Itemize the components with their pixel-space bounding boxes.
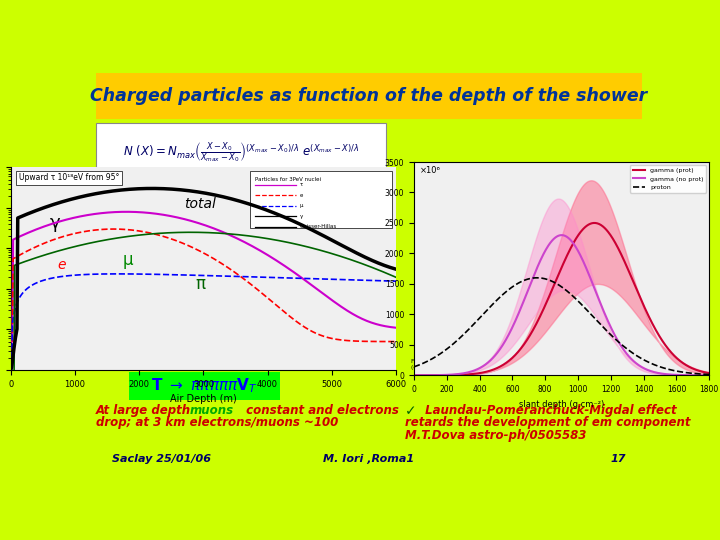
- gamma (no prot): [557, 232, 566, 238]
- proton: [551, 279, 559, 286]
- Line: proton: proton: [414, 278, 709, 374]
- gamma (no prot): [586, 275, 595, 281]
- gamma (no prot): [652, 369, 661, 376]
- Text: $N\ (X) = N_{max}\left(\frac{X - X_0}{X_{max} - X_0}\right)^{(X_{max}-X_0)/\lamb: $N\ (X) = N_{max}\left(\frac{X - X_0}{X_…: [122, 140, 359, 165]
- gamma (no prot): [410, 372, 418, 379]
- Text: Gaisser-Hillas: Gaisser-Hillas: [300, 224, 337, 230]
- Text: FIG. 8: Average longitudinal shower developments of 10¹¹ GeV proton
(dashed-dott: FIG. 8: Average longitudinal shower deve…: [411, 358, 616, 370]
- Text: e: e: [57, 258, 66, 272]
- gamma (no prot): [570, 241, 579, 248]
- gamma (prot): [585, 221, 594, 227]
- Text: total: total: [184, 197, 216, 211]
- proton: [586, 310, 595, 317]
- Text: muons: muons: [189, 404, 233, 417]
- Text: Charged particles as function of the depth of the shower: Charged particles as function of the dep…: [91, 87, 647, 105]
- proton: [552, 280, 561, 287]
- Text: Saclay 25/01/06: Saclay 25/01/06: [112, 454, 212, 464]
- gamma (prot): [652, 328, 661, 335]
- Text: Gaisser_Hillas distribution: Gaisser_Hillas distribution: [129, 180, 334, 194]
- proton: [410, 363, 418, 370]
- Text: drop; at 3 km electrons/muons ~100: drop; at 3 km electrons/muons ~100: [96, 416, 338, 429]
- gamma (prot): [570, 239, 578, 246]
- proton: [705, 371, 714, 377]
- X-axis label: Air Depth (m): Air Depth (m): [170, 394, 237, 404]
- Bar: [96, 73, 642, 119]
- Text: ✓: ✓: [405, 404, 417, 417]
- Text: γ: γ: [300, 214, 303, 219]
- Line: gamma (no prot): gamma (no prot): [414, 235, 709, 375]
- Line: gamma (prot): gamma (prot): [414, 223, 709, 375]
- Text: μ: μ: [122, 251, 133, 268]
- gamma (prot): [705, 370, 714, 376]
- gamma (no prot): [698, 372, 707, 379]
- gamma (no prot): [705, 372, 714, 379]
- Text: ×10⁶: ×10⁶: [420, 166, 441, 176]
- Legend: gamma (prot), gamma (no prot), proton: gamma (prot), gamma (no prot), proton: [630, 165, 706, 192]
- Text: constant and electrons: constant and electrons: [242, 404, 399, 417]
- Text: M.T.Dova astro-ph/0505583: M.T.Dova astro-ph/0505583: [405, 429, 587, 442]
- gamma (prot): [698, 369, 707, 375]
- gamma (prot): [550, 281, 559, 288]
- X-axis label: slant depth (g.cm⁻²): slant depth (g.cm⁻²): [519, 400, 604, 409]
- Bar: [96, 123, 386, 181]
- proton: [570, 294, 579, 301]
- proton: [533, 274, 541, 281]
- gamma (no prot): [550, 235, 559, 242]
- Text: π: π: [196, 275, 206, 293]
- Text: γ: γ: [50, 214, 60, 232]
- Text: M. Iori ,Roma1: M. Iori ,Roma1: [323, 454, 415, 464]
- Text: Particles for 3PeV nuclei: Particles for 3PeV nuclei: [256, 177, 321, 181]
- proton: [652, 362, 661, 369]
- proton: [698, 371, 707, 377]
- Text: 17: 17: [610, 454, 626, 464]
- Text: τ: τ: [300, 182, 303, 187]
- Text: Laundau-Pomeranchuck-Migdal effect: Laundau-Pomeranchuck-Migdal effect: [421, 404, 677, 417]
- Text: μ: μ: [300, 203, 303, 208]
- Bar: [129, 373, 280, 400]
- Text: e: e: [300, 193, 303, 198]
- Text: At large depth: At large depth: [96, 404, 195, 417]
- gamma (prot): [552, 277, 560, 284]
- gamma (prot): [590, 220, 599, 226]
- Text: T $\rightarrow$ $\pi\pi\pi\pi\pi$V$_T$: T $\rightarrow$ $\pi\pi\pi\pi\pi$V$_T$: [151, 376, 258, 395]
- Bar: [250, 172, 392, 228]
- gamma (no prot): [552, 234, 560, 240]
- Text: Upward τ 10¹⁸eV from 95°: Upward τ 10¹⁸eV from 95°: [19, 173, 119, 183]
- gamma (prot): [410, 372, 418, 379]
- Text: retards the development of em component: retards the development of em component: [405, 416, 690, 429]
